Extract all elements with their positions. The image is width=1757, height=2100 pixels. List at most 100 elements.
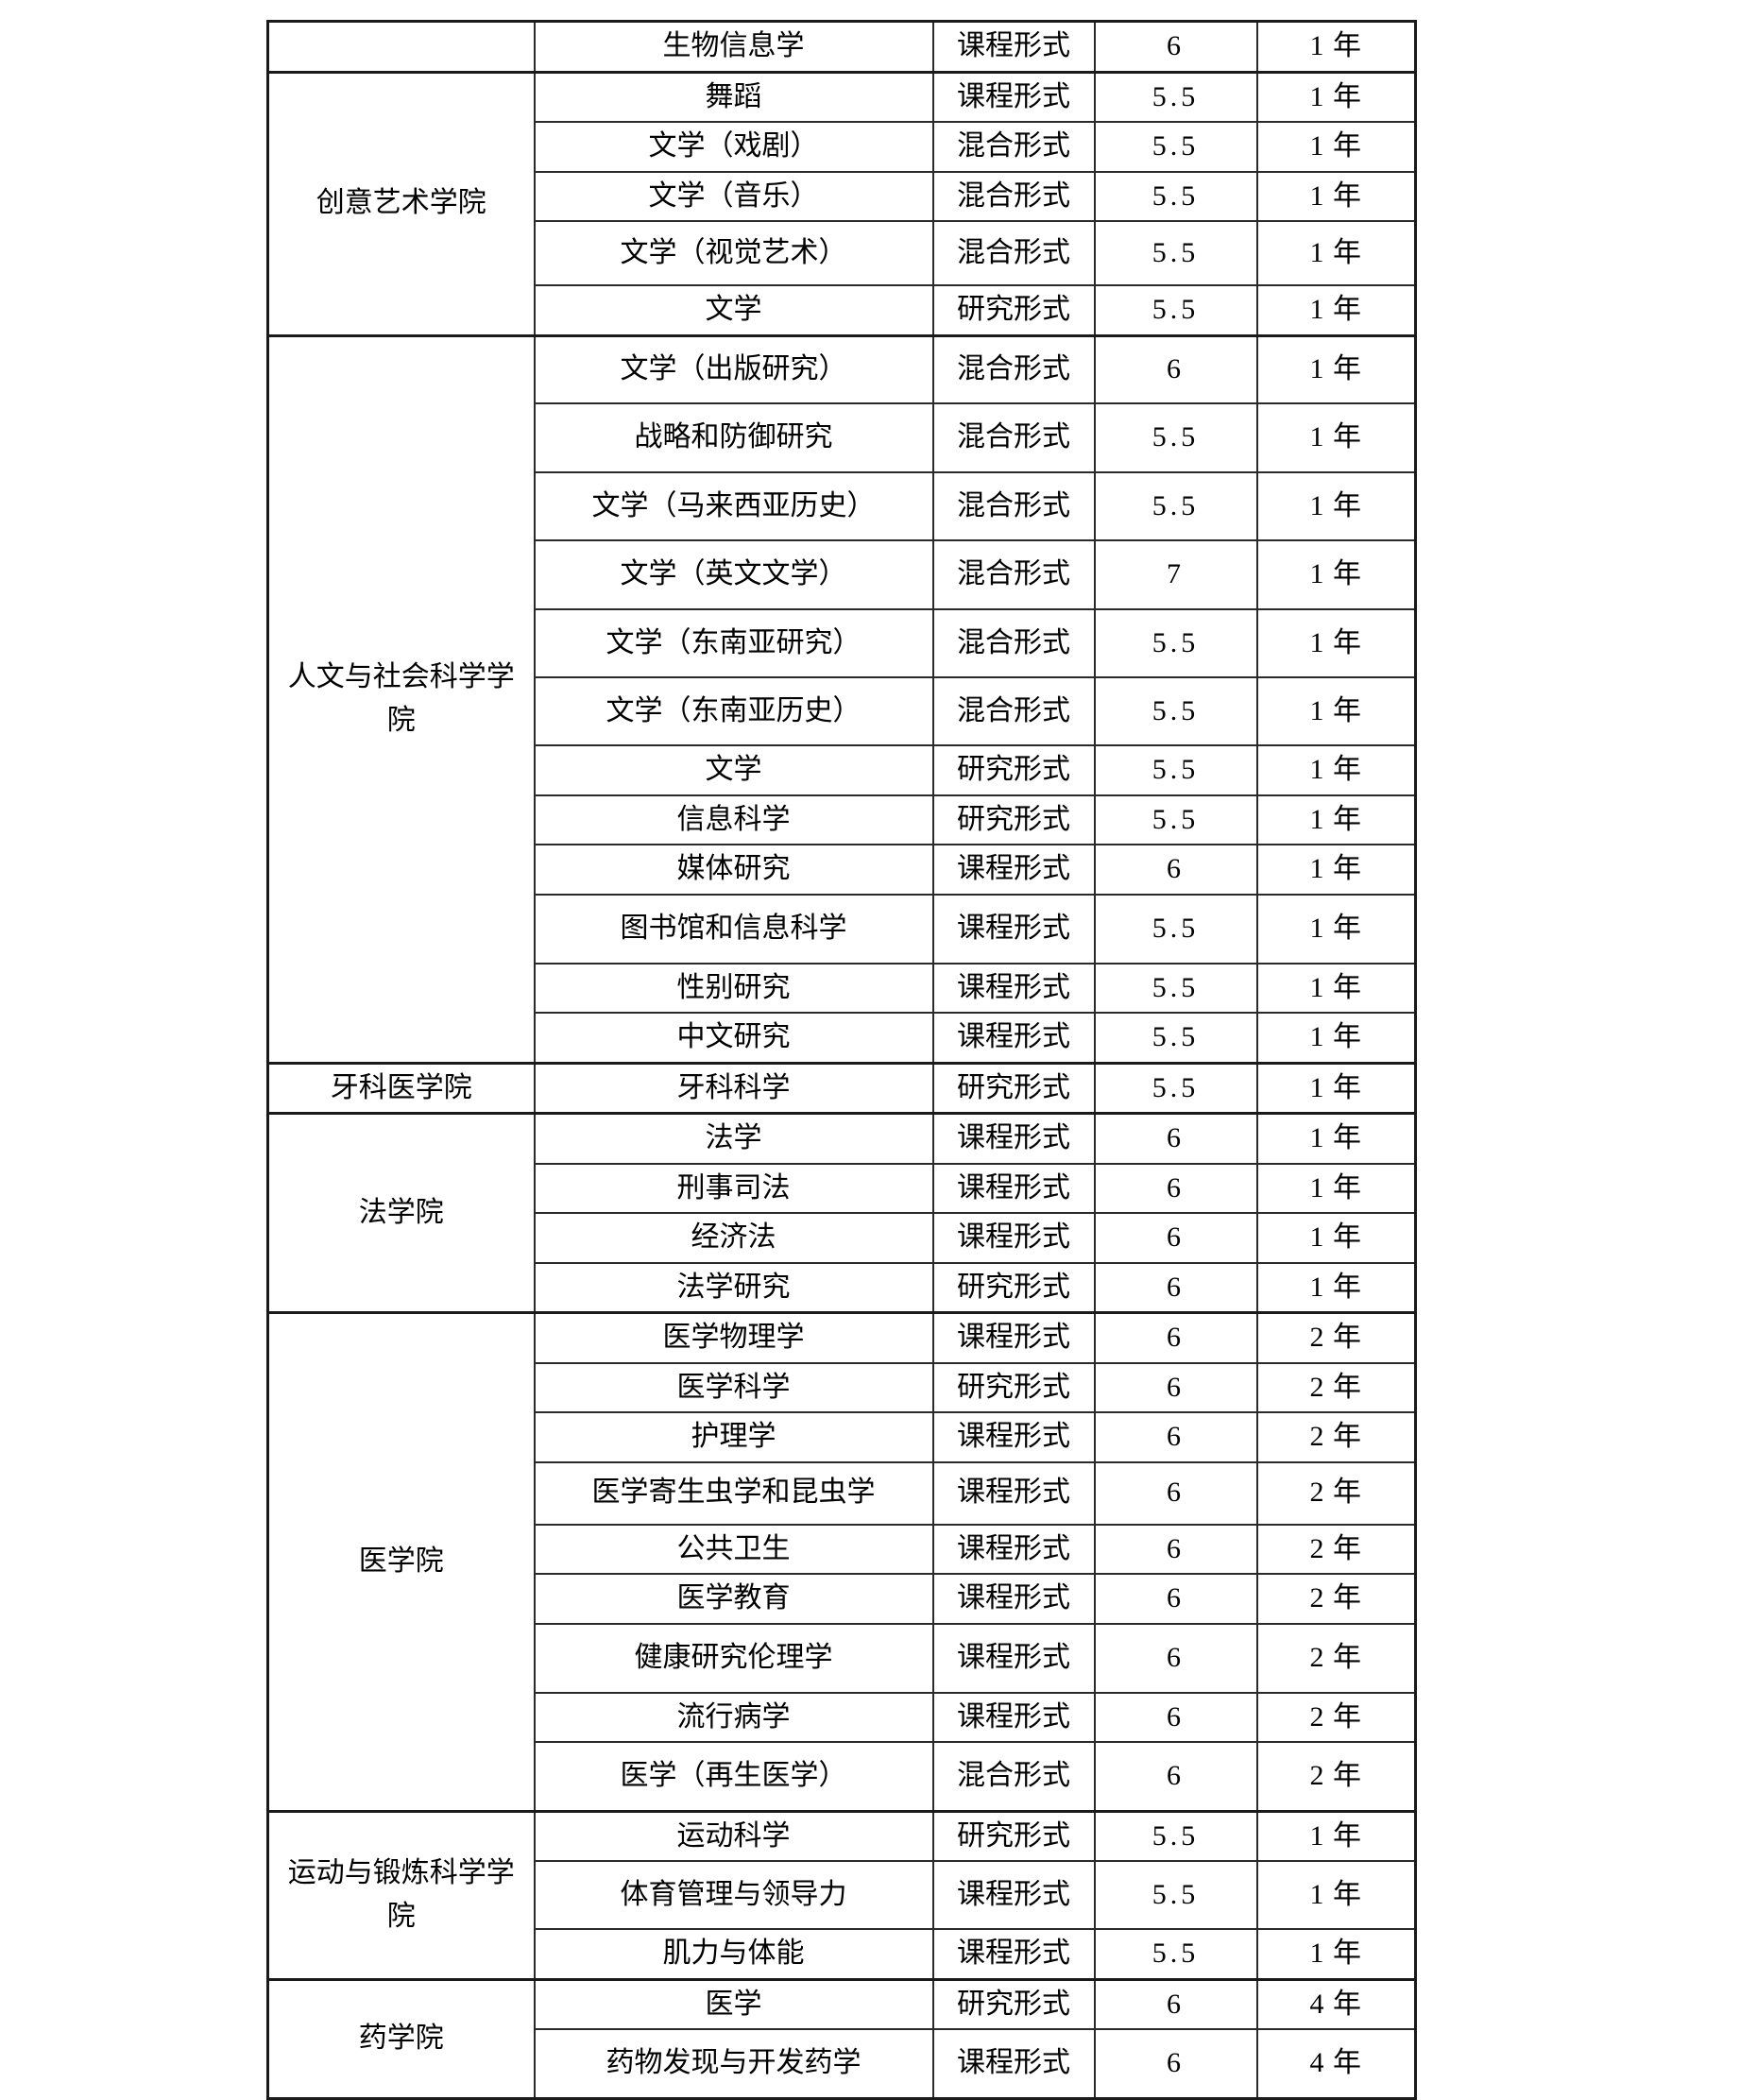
duration-cell: 2 年 <box>1255 1523 1417 1575</box>
program-cell: 文学（英文文学） <box>533 539 934 610</box>
duration-cell: 1 年 <box>1255 220 1417 286</box>
duration-cell: 1 年 <box>1255 676 1417 746</box>
ielts-score-cell: 6 <box>1093 1261 1258 1314</box>
duration-cell: 1 年 <box>1255 1162 1417 1214</box>
format-cell: 课程形式 <box>931 1523 1096 1575</box>
table-row: 刑事司法 课程形式 6 1 年 <box>268 1162 1417 1214</box>
format-cell: 混合形式 <box>931 676 1096 746</box>
program-cell: 中文研究 <box>533 1012 934 1064</box>
ielts-score-cell: 5.5 <box>1093 170 1258 222</box>
table-row: 文学（戏剧） 混合形式 5.5 1 年 <box>268 121 1417 173</box>
college-cell: 法学院 <box>266 1112 536 1314</box>
program-cell: 护理学 <box>533 1411 934 1463</box>
program-cell: 战略和防御研究 <box>533 402 934 473</box>
format-cell: 课程形式 <box>931 20 1096 73</box>
duration-cell: 1 年 <box>1255 608 1417 678</box>
program-cell: 性别研究 <box>533 962 934 1014</box>
table-row: 图书馆和信息科学 课程形式 5.5 1 年 <box>268 893 1417 965</box>
duration-cell: 2 年 <box>1255 1411 1417 1463</box>
duration-cell: 1 年 <box>1255 962 1417 1014</box>
format-cell: 研究形式 <box>931 1361 1096 1413</box>
table-row: 生物信息学 课程形式 6 1 年 <box>266 20 1417 73</box>
duration-cell: 1 年 <box>1255 1112 1417 1165</box>
table-row: 人文与社会科学学院 文学（出版研究） 混合形式 6 1 年 <box>266 333 1417 1064</box>
table-row: 中文研究 课程形式 5.5 1 年 <box>268 1012 1417 1064</box>
program-cell: 医学（再生医学） <box>533 1741 934 1812</box>
table-row: 文学 研究形式 5.5 1 年 <box>268 284 1417 336</box>
duration-cell: 2 年 <box>1255 1691 1417 1743</box>
ielts-score-cell: 6 <box>1093 1523 1258 1575</box>
table-row: 医学科学 研究形式 6 2 年 <box>268 1361 1417 1413</box>
ielts-score-cell: 6 <box>1093 1977 1258 2030</box>
format-cell: 研究形式 <box>931 1809 1096 1862</box>
program-cell: 文学（音乐） <box>533 170 934 222</box>
program-cell: 药物发现与开发药学 <box>533 2028 934 2099</box>
ielts-score-cell: 5.5 <box>1093 402 1258 473</box>
duration-cell: 1 年 <box>1255 121 1417 173</box>
ielts-score-cell: 6 <box>1093 1460 1258 1526</box>
format-cell: 混合形式 <box>931 220 1096 286</box>
duration-cell: 2 年 <box>1255 1622 1417 1694</box>
format-cell: 课程形式 <box>931 1860 1096 1930</box>
duration-cell: 1 年 <box>1255 333 1417 404</box>
program-cell: 文学（东南亚研究） <box>533 608 934 678</box>
ielts-score-cell: 6 <box>1093 333 1258 404</box>
table-row: 文学（东南亚历史） 混合形式 5.5 1 年 <box>268 676 1417 746</box>
program-cell: 肌力与体能 <box>533 1928 934 1980</box>
format-cell: 课程形式 <box>931 1573 1096 1625</box>
college-cell: 创意艺术学院 <box>266 70 536 336</box>
program-cell: 医学物理学 <box>533 1311 934 1364</box>
format-cell: 课程形式 <box>931 962 1096 1014</box>
duration-cell: 1 年 <box>1255 20 1417 73</box>
duration-cell: 1 年 <box>1255 893 1417 965</box>
table-row: 文学（马来西亚历史） 混合形式 5.5 1 年 <box>268 471 1417 541</box>
ielts-score-cell: 6 <box>1093 1741 1258 1812</box>
ielts-score-cell: 6 <box>1093 20 1258 73</box>
program-cell: 法学研究 <box>533 1261 934 1314</box>
ielts-score-cell: 6 <box>1093 1411 1258 1463</box>
format-cell: 研究形式 <box>931 744 1096 796</box>
duration-cell: 2 年 <box>1255 1460 1417 1526</box>
format-cell: 课程形式 <box>931 2028 1096 2099</box>
duration-cell: 1 年 <box>1255 1061 1417 1115</box>
table-row: 信息科学 研究形式 5.5 1 年 <box>268 794 1417 845</box>
duration-cell: 1 年 <box>1255 744 1417 796</box>
ielts-score-cell: 5.5 <box>1093 284 1258 336</box>
ielts-score-cell: 6 <box>1093 1212 1258 1264</box>
ielts-score-cell: 6 <box>1093 1573 1258 1625</box>
duration-cell: 1 年 <box>1255 1809 1417 1862</box>
program-cell: 文学 <box>533 284 934 336</box>
program-cell: 运动科学 <box>533 1809 934 1862</box>
program-cell: 法学 <box>533 1112 934 1165</box>
table-row: 经济法 课程形式 6 1 年 <box>268 1212 1417 1264</box>
table-row: 医学（再生医学） 混合形式 6 2 年 <box>268 1741 1417 1812</box>
table-row: 文学（东南亚研究） 混合形式 5.5 1 年 <box>268 608 1417 678</box>
format-cell: 课程形式 <box>931 893 1096 965</box>
table-row: 体育管理与领导力 课程形式 5.5 1 年 <box>268 1860 1417 1930</box>
table-row: 护理学 课程形式 6 2 年 <box>268 1411 1417 1463</box>
format-cell: 混合形式 <box>931 333 1096 404</box>
format-cell: 混合形式 <box>931 402 1096 473</box>
ielts-score-cell: 5.5 <box>1093 121 1258 173</box>
duration-cell: 1 年 <box>1255 471 1417 541</box>
table-row: 创意艺术学院 舞蹈 课程形式 5.5 1 年 <box>266 70 1417 336</box>
format-cell: 课程形式 <box>931 1112 1096 1165</box>
program-cell: 医学 <box>533 1977 934 2030</box>
ielts-score-cell: 6 <box>1093 1622 1258 1694</box>
ielts-score-cell: 7 <box>1093 539 1258 610</box>
format-cell: 课程形式 <box>931 1012 1096 1064</box>
table-row: 文学（视觉艺术） 混合形式 5.5 1 年 <box>268 220 1417 286</box>
format-cell: 混合形式 <box>931 539 1096 610</box>
ielts-score-cell: 6 <box>1093 1162 1258 1214</box>
ielts-score-cell: 5.5 <box>1093 220 1258 286</box>
format-cell: 课程形式 <box>931 1411 1096 1463</box>
college-cell: 药学院 <box>266 1977 536 2099</box>
duration-cell: 1 年 <box>1255 844 1417 896</box>
college-cell: 运动与锻炼科学学院 <box>266 1809 536 1980</box>
format-cell: 研究形式 <box>931 284 1096 336</box>
table-row: 医学寄生虫学和昆虫学 课程形式 6 2 年 <box>268 1460 1417 1526</box>
program-cell: 文学（马来西亚历史） <box>533 471 934 541</box>
format-cell: 混合形式 <box>931 170 1096 222</box>
college-cell: 人文与社会科学学院 <box>266 333 536 1064</box>
format-cell: 混合形式 <box>931 471 1096 541</box>
